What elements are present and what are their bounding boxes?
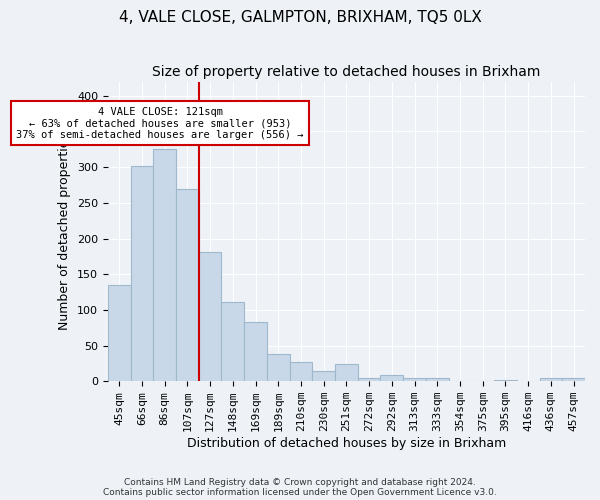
Text: 4, VALE CLOSE, GALMPTON, BRIXHAM, TQ5 0LX: 4, VALE CLOSE, GALMPTON, BRIXHAM, TQ5 0L… bbox=[119, 10, 481, 25]
Bar bbox=[335, 364, 358, 381]
Bar bbox=[562, 378, 585, 381]
Bar bbox=[539, 378, 562, 381]
Y-axis label: Number of detached properties: Number of detached properties bbox=[58, 133, 71, 330]
X-axis label: Distribution of detached houses by size in Brixham: Distribution of detached houses by size … bbox=[187, 437, 506, 450]
Text: 4 VALE CLOSE: 121sqm
← 63% of detached houses are smaller (953)
37% of semi-deta: 4 VALE CLOSE: 121sqm ← 63% of detached h… bbox=[16, 106, 304, 140]
Bar bbox=[153, 150, 176, 381]
Bar bbox=[199, 252, 221, 381]
Bar bbox=[267, 354, 290, 381]
Text: Contains HM Land Registry data © Crown copyright and database right 2024.
Contai: Contains HM Land Registry data © Crown c… bbox=[103, 478, 497, 497]
Bar bbox=[358, 378, 380, 381]
Bar bbox=[380, 375, 403, 381]
Bar bbox=[221, 302, 244, 381]
Bar bbox=[290, 362, 313, 381]
Bar bbox=[313, 370, 335, 381]
Bar bbox=[108, 285, 131, 381]
Bar bbox=[517, 380, 539, 381]
Bar bbox=[131, 166, 153, 381]
Title: Size of property relative to detached houses in Brixham: Size of property relative to detached ho… bbox=[152, 65, 541, 79]
Bar bbox=[449, 380, 472, 381]
Bar bbox=[426, 378, 449, 381]
Bar bbox=[244, 322, 267, 381]
Bar bbox=[403, 378, 426, 381]
Bar bbox=[176, 188, 199, 381]
Bar bbox=[494, 380, 517, 381]
